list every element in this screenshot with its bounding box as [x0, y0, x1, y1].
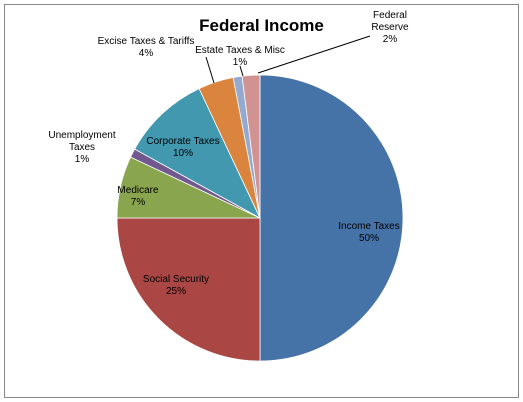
- category-label: Excise Taxes & Tariffs: [97, 36, 195, 47]
- pie-slice: [241, 74, 261, 219]
- category-label: Income Taxes: [338, 221, 400, 232]
- leader-line: [205, 56, 215, 84]
- value-label: 4%: [138, 48, 154, 59]
- value-label: 7%: [130, 197, 146, 208]
- category-label: Corporate Taxes: [146, 136, 220, 147]
- leader-line: [239, 65, 244, 77]
- value-label: 10%: [172, 148, 193, 159]
- slice-label: Federal Reserve 2%: [360, 10, 420, 46]
- category-label: Unemployment Taxes: [48, 130, 116, 153]
- pie-slice: [134, 88, 261, 219]
- category-label: Social Security: [142, 274, 210, 285]
- pie-slice: [116, 217, 261, 362]
- pie: [116, 74, 404, 362]
- category-label: Medicare: [117, 185, 159, 196]
- chart-title: Federal Income: [199, 16, 324, 35]
- slice-label: Medicare 7%: [108, 185, 168, 209]
- slice-label: Excise Taxes & Tariffs 4%: [91, 36, 201, 60]
- pie-slice: [259, 74, 404, 362]
- slice-label: Estate Taxes & Misc 1%: [190, 45, 290, 69]
- slice-label: Unemployment Taxes 1%: [42, 130, 122, 166]
- slice-label: Corporate Taxes 10%: [143, 136, 223, 160]
- category-label: Federal Reserve: [371, 10, 409, 33]
- value-label: 1%: [232, 57, 248, 68]
- value-label: 2%: [382, 34, 398, 45]
- slice-label: Social Security 25%: [131, 274, 221, 298]
- slice-label: Income Taxes 50%: [329, 221, 409, 245]
- leader-line: [257, 35, 371, 74]
- category-label: Estate Taxes & Misc: [195, 45, 285, 56]
- value-label: 1%: [74, 154, 90, 165]
- value-label: 25%: [165, 286, 186, 297]
- value-label: 50%: [358, 233, 379, 244]
- leader-lines: [205, 35, 371, 84]
